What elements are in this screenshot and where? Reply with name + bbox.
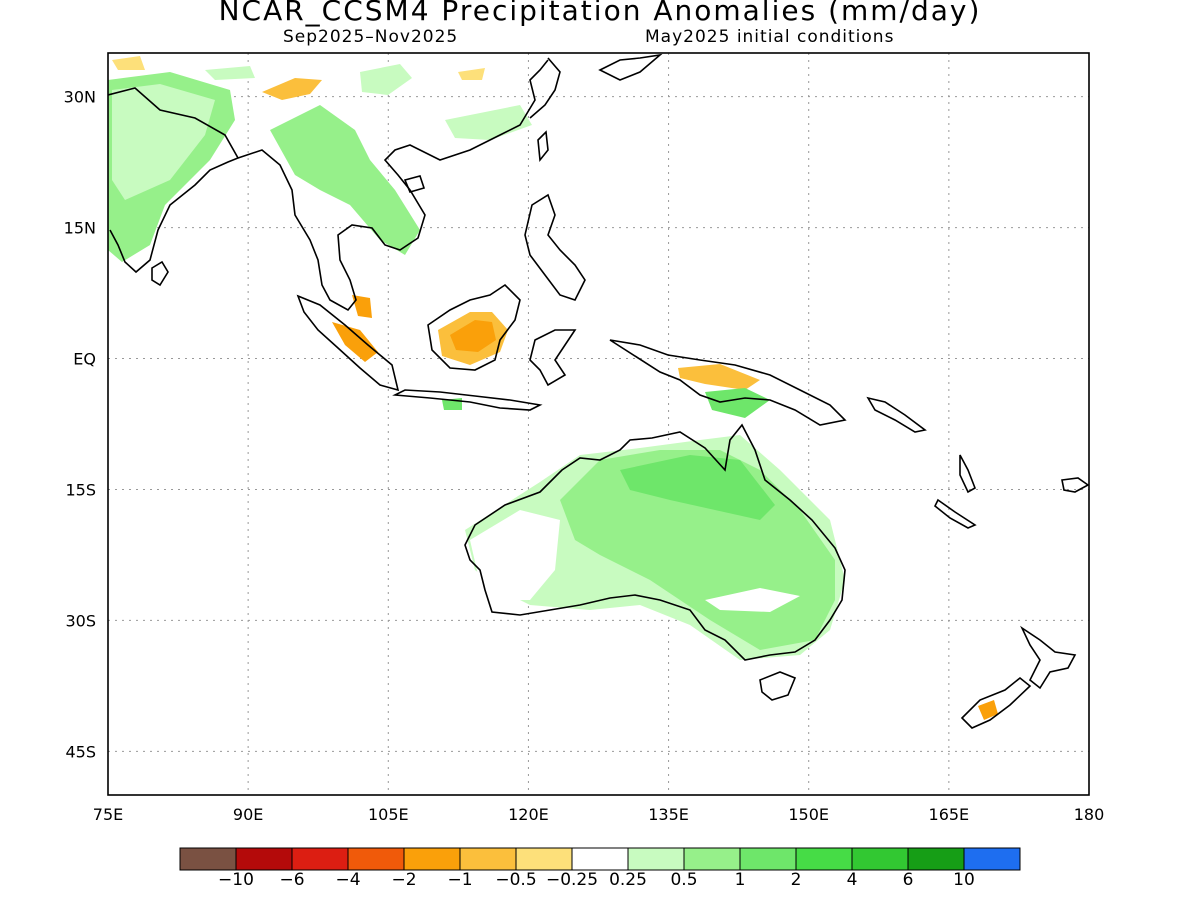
anomaly-dry-sumatra — [332, 322, 378, 362]
colorbar-swatch — [403, 847, 461, 871]
coastline-hainan — [403, 175, 426, 193]
anomaly-wetter-australia — [620, 455, 775, 520]
anomaly-wet-new-guinea — [705, 388, 770, 418]
longitude-tick-label: 90E — [233, 805, 263, 824]
coastline-sri-lanka — [151, 260, 169, 287]
anomaly-light-wet-south-asia — [112, 84, 215, 200]
coastline-new-caledonia — [933, 498, 977, 529]
longitude-tick-label: 105E — [368, 805, 409, 824]
coastline-taiwan — [537, 130, 549, 163]
anomaly-light-wet-northwest — [205, 66, 255, 80]
anomaly-dry-malay — [352, 295, 372, 318]
coastline-china-coast — [529, 57, 561, 119]
colorbar-swatch — [963, 847, 1021, 871]
map-gridlines — [108, 53, 1089, 795]
anomaly-wet-indochina — [270, 105, 420, 255]
colorbar-label: 1 — [734, 870, 746, 890]
coastlines — [108, 53, 1089, 729]
coastline-solomon-islands — [866, 396, 927, 433]
latitude-tick-labels: 30N 15N EQ 15S 30S 45S — [64, 88, 96, 762]
coastline-java — [392, 389, 543, 411]
colorbar-swatch — [291, 847, 349, 871]
anomaly-dry-himalaya — [262, 78, 322, 100]
longitude-tick-label: 150E — [788, 805, 829, 824]
coastline-vanuatu — [959, 454, 976, 494]
anomaly-dry-new-zealand — [978, 700, 998, 720]
anomaly-drier-borneo — [450, 320, 496, 352]
initial-conditions-subtitle: May2025 initial conditions — [645, 27, 895, 47]
colorbar-label: −4 — [335, 870, 361, 890]
coastline-new-guinea — [609, 339, 847, 426]
colorbar-swatch — [907, 847, 965, 871]
colorbar-swatch — [739, 847, 797, 871]
anomaly-dry-new-guinea — [678, 364, 760, 390]
colorbar-label: −1 — [447, 870, 473, 890]
anomaly-field — [108, 56, 998, 720]
colorbar-label: 6 — [902, 870, 914, 890]
coastline-sulawesi — [529, 329, 577, 387]
coastline-japan — [598, 53, 663, 81]
coastline-new-zealand-south — [960, 676, 1032, 729]
colorbar-swatch — [347, 847, 405, 871]
latitude-tick-label: 45S — [65, 742, 96, 761]
longitude-tick-label: 165E — [929, 805, 970, 824]
anomaly-light-wet-china — [445, 105, 532, 140]
colorbar-swatch — [235, 847, 293, 871]
longitude-tick-label: 180 — [1074, 805, 1105, 824]
colorbar-swatch — [851, 847, 909, 871]
colorbar-swatch — [459, 847, 517, 871]
colorbar-swatch — [179, 847, 237, 871]
plot-frame — [107, 52, 1090, 796]
colorbar-label: 2 — [790, 870, 802, 890]
colorbar — [179, 847, 1021, 871]
coastline-fiji — [1061, 477, 1089, 493]
colorbar-label: −10 — [218, 870, 254, 890]
coastline-burma-thailand — [237, 59, 549, 312]
colorbar-swatch — [795, 847, 853, 871]
anomaly-neutral-w-australia — [470, 510, 560, 600]
coastline-new-zealand-north — [1020, 625, 1077, 690]
latitude-tick-label: 15S — [65, 480, 96, 499]
anomaly-light-wet-tibet — [360, 64, 412, 95]
colorbar-label: 4 — [846, 870, 858, 890]
coastline-australia — [464, 423, 846, 661]
chart-title: NCAR_CCSM4 Precipitation Anomalies (mm/d… — [218, 0, 982, 27]
colorbar-label: −6 — [279, 870, 305, 890]
longitude-tick-label: 135E — [648, 805, 689, 824]
coastline-borneo — [427, 283, 521, 371]
colorbar-label: −0.5 — [495, 870, 537, 890]
colorbar-label: 0.5 — [670, 870, 698, 890]
latitude-tick-label: 15N — [64, 219, 96, 238]
colorbar-swatch — [515, 847, 573, 871]
colorbar-swatch — [627, 847, 685, 871]
longitude-tick-label: 120E — [508, 805, 549, 824]
colorbar-label: 10 — [953, 870, 975, 890]
anomaly-dry-northwest-corner — [112, 56, 145, 70]
colorbar-label: −2 — [391, 870, 417, 890]
colorbar-label: 0.25 — [609, 870, 647, 890]
colorbar-swatch — [571, 847, 629, 871]
coastline-sumatra — [296, 294, 400, 392]
colorbar-label: −0.25 — [545, 870, 599, 890]
season-subtitle: Sep2025–Nov2025 — [283, 27, 459, 47]
coastline-india — [108, 87, 240, 274]
latitude-tick-label: 30N — [64, 88, 96, 107]
latitude-tick-label: EQ — [73, 350, 96, 369]
longitude-tick-label: 75E — [93, 805, 123, 824]
coastline-philippines — [524, 193, 586, 301]
colorbar-swatch — [683, 847, 741, 871]
latitude-tick-label: 30S — [65, 611, 96, 630]
longitude-tick-labels: 75E 90E 105E 120E 135E 150E 165E 180 — [93, 805, 1105, 824]
coastline-tasmania — [759, 671, 797, 701]
anomaly-dry-tibet-east — [458, 68, 485, 80]
anomaly-neutral-se-australia — [705, 588, 800, 612]
